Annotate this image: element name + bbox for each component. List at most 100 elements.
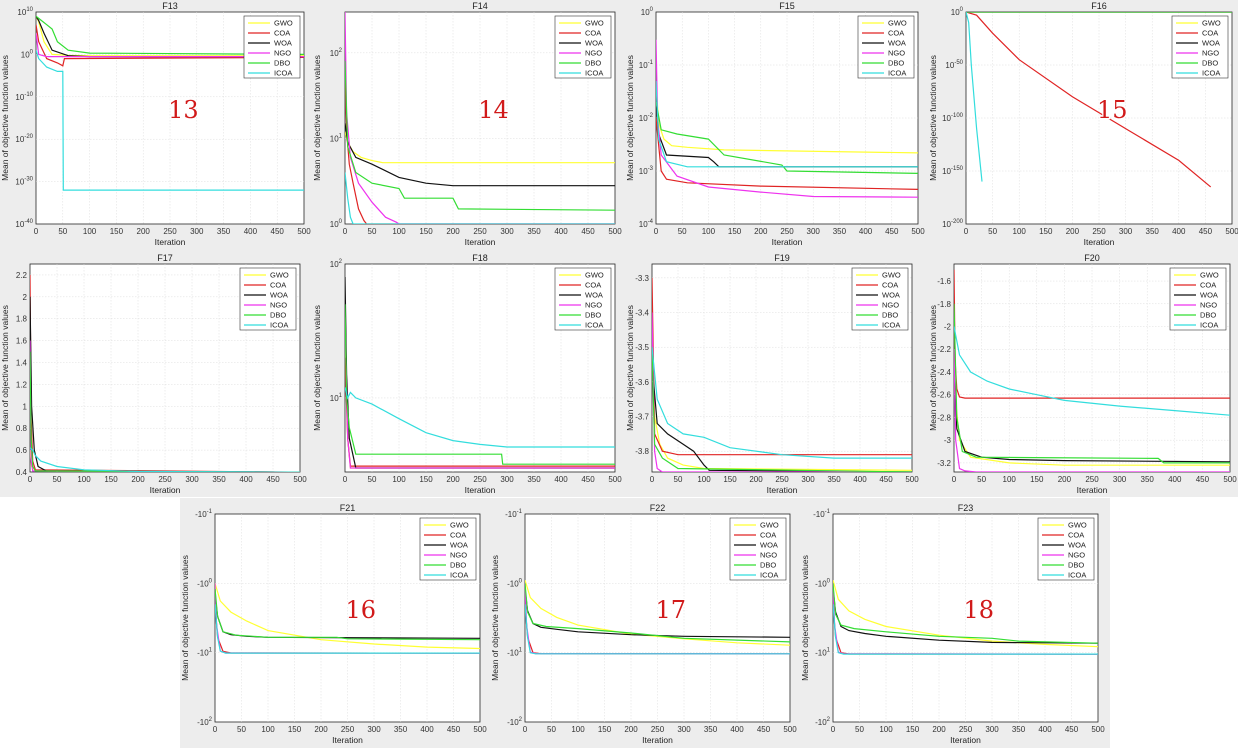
series-line-coa	[966, 12, 1212, 188]
x-axis-label: Iteration	[150, 485, 181, 495]
x-tick-label: 250	[651, 725, 665, 734]
legend-label: WOA	[270, 291, 288, 300]
legend-label: NGO	[888, 49, 905, 58]
series-line-icoa	[652, 347, 912, 459]
x-tick-label: 450	[271, 227, 285, 236]
y-tick-label: 10-3	[639, 166, 654, 176]
x-tick-label: 300	[1113, 475, 1127, 484]
x-tick-label: 250	[158, 475, 172, 484]
grid	[345, 12, 615, 224]
chart-panel-f21: 0 50 100 150 200 250 300 350 400 450 500 -10-1 -100 -…	[180, 498, 490, 748]
x-tick-label: 300	[185, 475, 199, 484]
legend-label: COA	[1068, 531, 1084, 540]
x-tick-label: 350	[1141, 475, 1155, 484]
x-tick-label: 500	[1225, 227, 1238, 236]
x-tick-label: 500	[905, 475, 919, 484]
x-tick-label: 450	[581, 475, 595, 484]
series-line-gwo	[525, 580, 790, 646]
x-tick-label: 200	[446, 475, 460, 484]
y-tick-label: 10-50	[945, 60, 963, 70]
x-tick-label: 200	[749, 475, 763, 484]
legend-label: DBO	[882, 311, 898, 320]
chart-svg: 0 50 100 150 200 250 300 350 400 450 500 100 10-50 10…	[928, 1, 1238, 247]
chart-title: F13	[162, 1, 178, 11]
chart-svg: 0 50 100 150 200 250 300 350 400 450 500 1010 100 10-…	[0, 1, 311, 247]
legend-label: WOA	[760, 541, 778, 550]
x-tick-label: 150	[1030, 475, 1044, 484]
grid	[652, 264, 912, 472]
series-line-gwo	[833, 580, 1098, 648]
x-tick-label: 350	[1146, 227, 1160, 236]
x-tick-label: 300	[677, 725, 691, 734]
legend-label: WOA	[1202, 39, 1220, 48]
chart-title: F23	[958, 503, 974, 513]
y-tick-label: -3.5	[635, 343, 649, 352]
x-tick-label: 50	[53, 475, 62, 484]
x-tick-label: 300	[190, 227, 204, 236]
x-tick-label: 300	[500, 475, 514, 484]
x-axis-label: Iteration	[950, 735, 981, 745]
x-tick-label: 500	[293, 475, 307, 484]
x-tick-label: 500	[608, 227, 622, 236]
chart-panel-f19: 0 50 100 150 200 250 300 350 400 450 500 -3.3 -3.4 -3…	[625, 250, 928, 497]
x-tick-label: 450	[1065, 725, 1079, 734]
x-tick-label: 450	[757, 725, 771, 734]
legend-label: NGO	[274, 49, 291, 58]
x-tick-label: 200	[932, 725, 946, 734]
x-tick-label: 400	[1172, 227, 1186, 236]
x-tick-label: 250	[775, 475, 789, 484]
series-line-icoa	[345, 387, 615, 448]
x-tick-label: 450	[885, 227, 899, 236]
x-tick-label: 150	[104, 475, 118, 484]
legend-label: DBO	[1202, 59, 1218, 68]
y-tick-label: 101	[330, 393, 343, 403]
x-tick-label: 50	[977, 475, 986, 484]
y-tick-label: -10-1	[505, 509, 523, 519]
y-tick-label: 10-4	[639, 219, 654, 229]
x-tick-label: 200	[137, 227, 151, 236]
x-tick-label: 0	[654, 227, 659, 236]
y-tick-label: -101	[197, 648, 213, 658]
legend-label: NGO	[1202, 49, 1219, 58]
legend-label: ICOA	[274, 69, 292, 78]
y-tick-label: 100	[330, 219, 343, 229]
x-tick-label: 0	[343, 227, 348, 236]
y-tick-label: 10-150	[942, 166, 964, 176]
chart-title: F21	[340, 503, 356, 513]
legend-label: DBO	[1200, 311, 1216, 320]
legend-label: NGO	[585, 301, 602, 310]
chart-panel-f15: 0 50 100 150 200 250 300 350 400 450 500 100 10-1 10-…	[625, 0, 928, 250]
x-tick-label: 150	[906, 725, 920, 734]
y-tick-label: -2.4	[937, 368, 951, 377]
chart-title: F17	[157, 253, 173, 263]
y-axis-label: Mean of objective function values	[312, 305, 322, 431]
legend-label: DBO	[585, 311, 601, 320]
x-tick-label: 0	[34, 227, 39, 236]
x-tick-label: 500	[297, 227, 311, 236]
grid	[833, 514, 1098, 722]
legend-label: COA	[888, 29, 904, 38]
legend-label: DBO	[274, 59, 290, 68]
chart-panel-f20: 0 50 100 150 200 250 300 350 400 450 500 -1.6 -1.8 -2…	[928, 250, 1238, 497]
legend-label: GWO	[450, 521, 469, 530]
y-tick-label: -2.2	[937, 345, 951, 354]
x-tick-label: 0	[213, 725, 218, 734]
grid	[525, 514, 790, 722]
x-tick-label: 300	[985, 725, 999, 734]
x-tick-label: 150	[728, 227, 742, 236]
x-tick-label: 150	[598, 725, 612, 734]
x-tick-label: 400	[1038, 725, 1052, 734]
grid	[345, 264, 615, 472]
legend-label: WOA	[585, 39, 603, 48]
x-tick-label: 50	[237, 725, 246, 734]
y-tick-label: -3.7	[635, 413, 649, 422]
panel-number-badge: 13	[168, 96, 199, 124]
chart-panel-f18: 0 50 100 150 200 250 300 350 400 450 500 102 101 F18 I…	[312, 250, 625, 497]
series-line-dbo	[215, 588, 480, 641]
y-tick-label: -102	[507, 717, 523, 727]
legend-label: DBO	[270, 311, 286, 320]
